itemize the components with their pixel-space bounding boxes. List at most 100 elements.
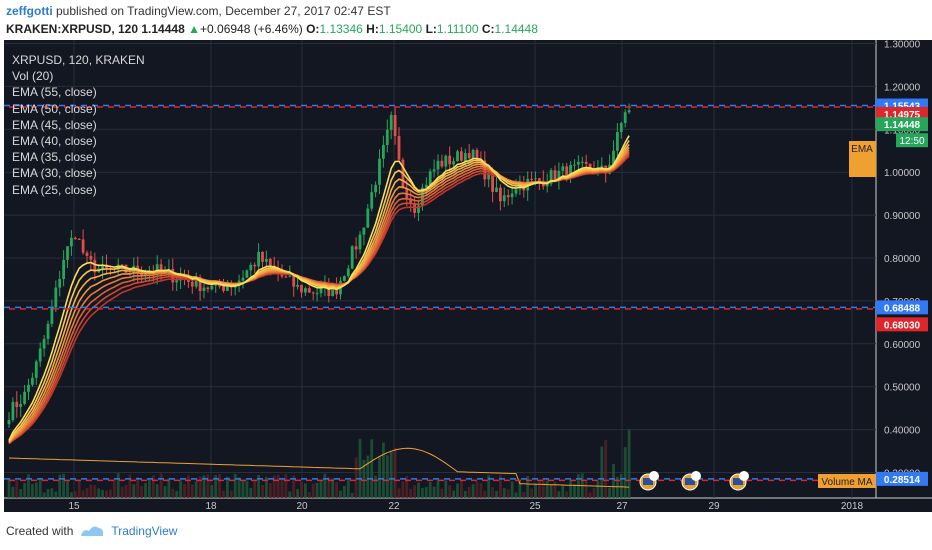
candle [280, 273, 284, 277]
volume-bar [339, 490, 342, 498]
volume-bar [311, 483, 315, 498]
volume-bar [132, 484, 136, 498]
x-tick-label: 22 [388, 501, 400, 512]
volume-bar [307, 492, 311, 498]
volume-bar [471, 484, 475, 498]
volume-bar [479, 483, 483, 498]
volume-bar [70, 492, 73, 498]
legend-item[interactable]: EMA (45, close) [12, 117, 97, 132]
candle [202, 287, 206, 292]
candle [514, 189, 518, 194]
volume-bar [619, 474, 623, 498]
footer: Created with TradingView [6, 524, 177, 538]
volume-bar [229, 490, 233, 498]
volume-bar [502, 488, 506, 498]
volume-bar [218, 474, 221, 498]
volume-bar [549, 484, 553, 498]
volume-bar [120, 486, 124, 498]
tradingview-link[interactable]: TradingView [111, 524, 178, 538]
volume-bar [444, 480, 448, 498]
candle [331, 284, 335, 297]
volume-bar [413, 485, 416, 498]
volume-bar [171, 488, 175, 498]
volume-bar [483, 490, 487, 498]
candle [506, 195, 510, 198]
legend-item[interactable]: EMA (50, close) [12, 101, 97, 116]
volume-bar [526, 476, 530, 498]
ema-line [8, 135, 630, 441]
candle [561, 166, 565, 171]
volume-ma-badge-text: Volume MA [821, 477, 872, 488]
candle [159, 264, 163, 272]
volume-bar [187, 475, 190, 498]
legend-item[interactable]: EMA (30, close) [12, 166, 97, 181]
created-with: Created with [6, 524, 74, 538]
candle [565, 166, 569, 179]
volume-bar [155, 484, 159, 498]
candle [600, 165, 604, 168]
volume-bar [148, 479, 151, 498]
x-tick-label: 15 [68, 501, 80, 512]
candle [190, 281, 194, 287]
candle [385, 129, 389, 145]
publish-line: zeffgotti published on TradingView.com, … [6, 4, 391, 18]
volume-bar [163, 486, 167, 498]
volume-bar [253, 480, 257, 498]
volume-bar [417, 482, 420, 498]
volume-bar [27, 474, 30, 498]
volume-bar [604, 440, 608, 498]
open-value: 1.13346 [319, 22, 363, 36]
y-tick-label: 0.80000 [884, 254, 921, 265]
countdown-text: 12:50 [899, 136, 924, 147]
candle [343, 276, 346, 281]
price-label-text: 0.68030 [884, 320, 921, 331]
volume-bar [31, 484, 34, 498]
candle [66, 246, 69, 260]
volume-bar [557, 491, 561, 498]
volume-bar [389, 451, 393, 498]
volume-bar [198, 476, 202, 498]
candle [374, 184, 377, 193]
candle [245, 270, 249, 278]
legend-item[interactable]: EMA (55, close) [12, 85, 97, 100]
legend-item[interactable]: EMA (35, close) [12, 150, 97, 165]
legend-item[interactable]: EMA (40, close) [12, 134, 97, 149]
volume-bar [93, 485, 97, 498]
candle [307, 288, 311, 293]
volume-bar [54, 491, 58, 498]
volume-bar [183, 484, 186, 498]
candle [19, 403, 23, 408]
legend-item[interactable]: EMA (25, close) [12, 182, 97, 197]
volume-ma-line [8, 447, 630, 488]
candle [241, 277, 245, 281]
candle [319, 287, 323, 294]
up-arrow-icon: ▲ [188, 22, 200, 36]
candle [389, 114, 393, 130]
symbol-name: KRAKEN:XRPUSD, 120 [6, 22, 139, 36]
ema-line [8, 147, 630, 443]
price-chart[interactable]: 1.300001.200001.100001.000000.900000.800… [0, 40, 932, 512]
candle [475, 149, 479, 160]
volume-bar [397, 488, 401, 498]
volume-bar [288, 491, 292, 498]
volume-bar [460, 480, 463, 498]
volume-bar [612, 463, 615, 498]
candle [502, 195, 506, 202]
author-link[interactable]: zeffgotti [6, 4, 53, 18]
volume-bar [46, 488, 50, 498]
candle [444, 155, 448, 167]
volume-bar [584, 480, 588, 498]
legend-item[interactable]: Vol (20) [12, 69, 54, 84]
candle [378, 158, 381, 185]
candle [538, 178, 541, 181]
candle [456, 151, 459, 162]
volume-bar [136, 476, 140, 498]
y-tick-label: 0.90000 [884, 211, 921, 222]
volume-bar [101, 489, 104, 498]
volume-bar [374, 475, 377, 498]
volume-bar [159, 473, 163, 498]
volume-bar [261, 484, 264, 498]
candle [268, 258, 272, 266]
volume-bar [366, 455, 370, 498]
volume-bar [50, 488, 54, 498]
